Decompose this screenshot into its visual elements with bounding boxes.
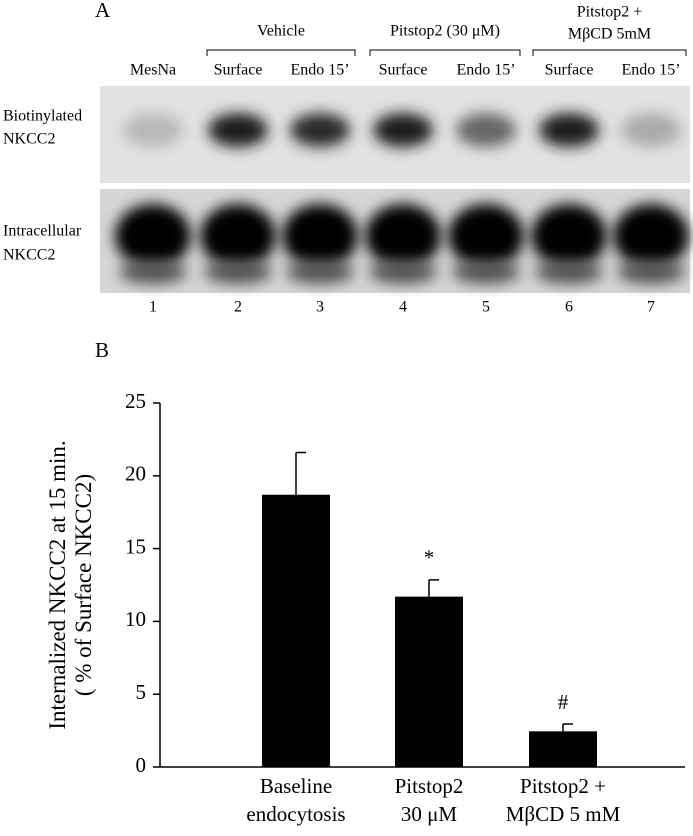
blot-band [282,204,358,268]
bracket [532,49,687,56]
blot-band [613,204,689,268]
error-bar [295,451,306,495]
bar [262,494,330,767]
group-label: Pitstop2 + [577,4,642,21]
lane-label: Surface [545,62,594,79]
x-tick-label: endocytosis [246,802,345,826]
row-label: Biotinylated [3,108,82,125]
bracket [369,49,521,56]
blot-band [456,113,516,147]
group-label: MβCD 5mM [568,26,651,43]
row-label: Intracellular [3,223,82,240]
bar [529,731,597,767]
blot-band [531,204,607,268]
lane-number: 5 [482,299,490,316]
x-tick-label: Baseline [260,774,332,798]
blot-band [200,204,276,268]
blot-band [535,260,603,284]
x-tick-label: MβCD 5 mM [506,802,621,826]
lane-label: MesNa [130,62,176,79]
blot-band [539,113,599,147]
lane-number: 3 [316,299,324,316]
blot-band [448,204,524,268]
row-label: NKCC2 [3,131,55,148]
error-bar [428,579,439,597]
y-tick-label: 10 [125,607,146,631]
blot-band [204,260,272,284]
row-label: NKCC2 [3,247,55,264]
lane-label: Endo 15’ [456,62,515,79]
y-axis-label-line: Internalized NKCC2 at 15 min. [45,440,70,729]
y-tick-label: 0 [136,753,147,777]
y-tick-label: 5 [136,680,147,704]
lane-number: 7 [647,299,655,316]
y-axis-label: Internalized NKCC2 at 15 min.( % of Surf… [45,440,96,729]
error-bar [562,723,573,732]
y-tick-label: 15 [125,534,146,558]
blot-band [115,204,191,268]
blot-band [452,260,520,284]
x-tick-label: Pitstop2 [395,774,464,798]
blot-band [119,260,187,284]
blot-band [373,113,433,147]
blot-band [286,260,354,284]
annotation: # [558,690,569,714]
group-label: Vehicle [257,23,305,40]
y-axis-label-line: ( % of Surface NKCC2) [71,474,96,696]
blot-band [208,113,268,147]
blot-band [617,260,685,284]
group-label: Pitstop2 (30 μM) [390,23,500,40]
lane-label: Endo 15’ [621,62,680,79]
bracket [206,49,356,56]
blot-band [365,204,441,268]
x-tick-label: 30 μM [401,802,458,826]
blot-band [290,113,350,147]
bar [395,596,463,767]
lane-label: Surface [379,62,428,79]
lane-number: 4 [399,299,407,316]
lane-number: 6 [565,299,573,316]
lane-label: Surface [214,62,263,79]
blot-band [621,113,681,147]
blot-band [123,113,183,147]
annotation: * [424,546,435,570]
y-tick-label: 20 [125,462,146,486]
lane-number: 1 [149,299,157,316]
lane-number: 2 [234,299,242,316]
panel-label: B [95,338,109,362]
y-tick-label: 25 [125,389,146,413]
blot-band [369,260,437,284]
panel-label: A [95,0,111,22]
lane-label: Endo 15’ [290,62,349,79]
x-tick-label: Pitstop2 + [520,774,606,798]
